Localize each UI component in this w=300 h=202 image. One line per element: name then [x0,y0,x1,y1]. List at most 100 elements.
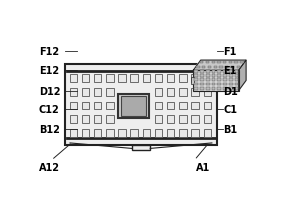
Bar [218,71,221,73]
Bar [194,71,198,73]
Bar [229,79,232,82]
Bar [106,129,114,137]
Bar [206,62,209,64]
Bar [130,129,138,137]
Bar [229,62,232,64]
Bar [212,75,215,78]
Bar [200,62,203,64]
Bar [70,102,77,110]
Bar [194,75,198,78]
Bar [118,94,149,118]
Text: E1: E1 [224,66,237,76]
Bar [218,75,221,78]
Bar [82,116,89,123]
Text: B12: B12 [39,124,59,134]
Bar [191,78,194,85]
Bar [70,129,77,137]
Bar [179,102,187,110]
Bar [229,71,232,73]
Bar [223,62,226,64]
Bar [106,116,114,123]
Bar [118,75,126,83]
Bar [235,75,239,78]
Bar [218,83,221,86]
Bar [94,129,101,137]
Bar [218,79,221,82]
Bar [214,67,217,69]
Bar [225,67,229,69]
Bar [155,129,162,137]
Text: C12: C12 [39,105,59,115]
Bar [231,67,234,69]
Bar [155,88,162,96]
Bar [229,87,232,90]
Bar [121,96,146,117]
Bar [223,75,227,78]
Bar [206,75,210,78]
Bar [203,116,211,123]
Bar [193,71,239,91]
Text: D1: D1 [224,86,238,96]
Bar [203,129,211,137]
Bar [196,67,200,69]
Bar [203,75,211,83]
Bar [191,129,199,137]
Bar [155,102,162,110]
Bar [142,75,150,83]
Bar [191,102,199,110]
Bar [194,83,198,86]
Bar [203,88,211,96]
Bar [94,116,101,123]
Bar [167,102,175,110]
Bar [106,102,114,110]
Bar [200,71,204,73]
Text: F12: F12 [39,47,59,57]
Bar [235,71,239,73]
Bar [206,71,210,73]
Bar [202,67,206,69]
Polygon shape [238,61,246,91]
Bar [206,83,210,86]
Bar [130,75,138,83]
Bar [229,75,232,78]
Text: A12: A12 [39,162,60,172]
Bar [194,79,198,82]
Text: F1: F1 [224,47,237,57]
Bar [217,62,221,64]
Bar [167,116,175,123]
Bar [223,79,227,82]
Polygon shape [193,61,246,71]
Bar [235,87,239,90]
Bar [229,83,232,86]
Bar [106,88,114,96]
Bar [223,87,227,90]
Bar [118,129,126,137]
Bar [200,83,204,86]
Bar [223,83,227,86]
Bar [235,62,238,64]
Bar [82,102,89,110]
Bar [82,129,89,137]
Bar [70,75,77,83]
Bar [194,87,198,90]
Bar [167,88,175,96]
Bar [236,67,240,69]
Bar [212,79,215,82]
Bar [82,75,89,83]
Bar [212,87,215,90]
Bar [65,65,217,146]
Text: E12: E12 [39,66,59,76]
Bar [218,87,221,90]
Bar [167,129,175,137]
Bar [200,75,204,78]
Text: C1: C1 [224,105,238,115]
Bar [106,75,114,83]
Bar [212,62,215,64]
Bar [208,67,211,69]
Text: D12: D12 [39,86,60,96]
Bar [200,79,204,82]
Bar [191,75,199,83]
Bar [206,79,210,82]
Bar [206,87,210,90]
Bar [94,102,101,110]
